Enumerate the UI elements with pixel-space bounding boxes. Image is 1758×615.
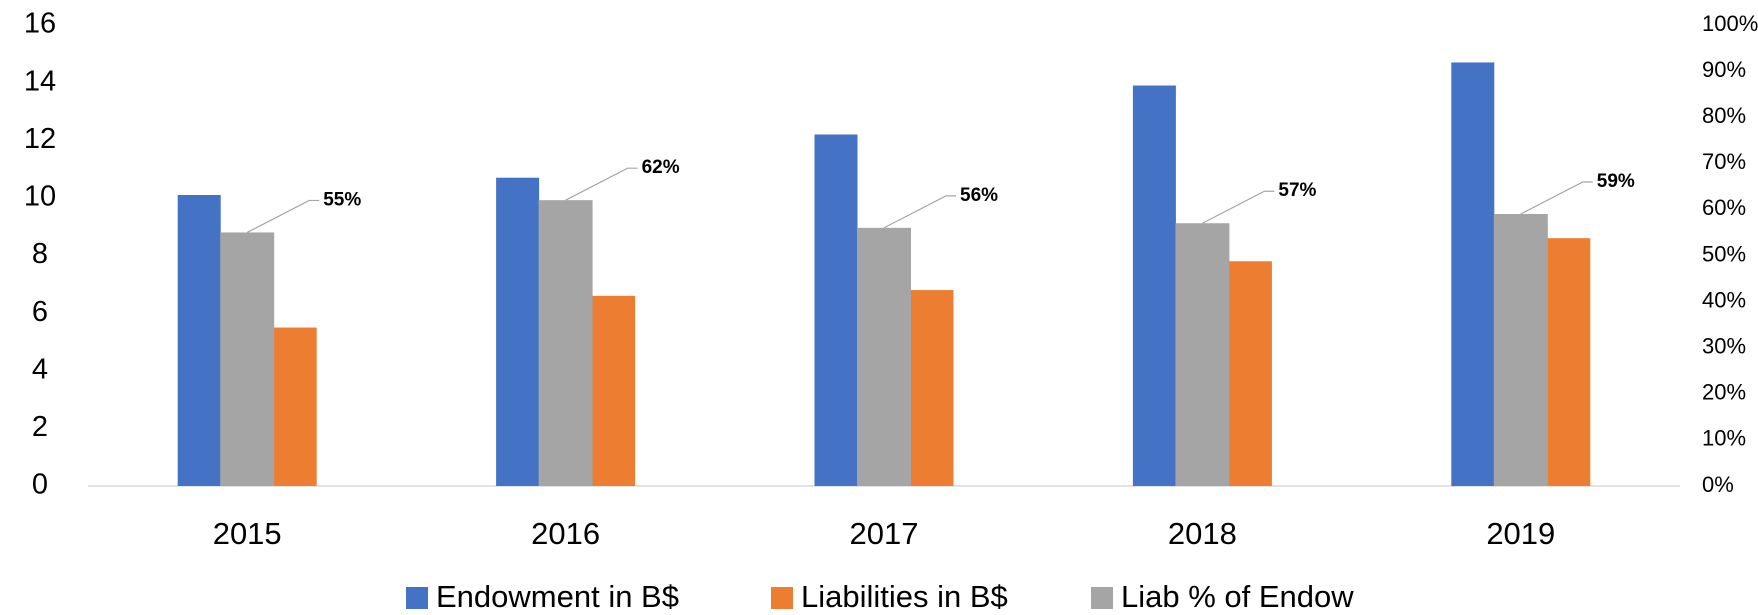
bar (814, 134, 858, 487)
y2-tick-label: 10% (1702, 426, 1746, 451)
leader-line (1202, 190, 1275, 224)
y2-tick-label: 70% (1702, 149, 1746, 174)
leader-line (565, 167, 638, 201)
bar (1132, 85, 1176, 486)
y2-tick-label: 40% (1702, 287, 1746, 312)
data-label: 59% (1597, 171, 1635, 192)
x-tick-label: 2016 (531, 516, 600, 551)
y2-tick-label: 50% (1702, 241, 1746, 266)
bar (1175, 223, 1230, 487)
legend-label: Liabilities in B$ (801, 579, 1008, 614)
legend-label: Liab % of Endow (1121, 579, 1354, 614)
x-tick-label: 2017 (850, 516, 919, 551)
leader-line (883, 195, 956, 229)
y2-tick-label: 20% (1702, 380, 1746, 405)
bar (910, 290, 954, 486)
y2-tick-label: 90% (1702, 57, 1746, 82)
y-tick-label: 2 (32, 411, 48, 443)
y2-tick-label: 60% (1702, 195, 1746, 220)
legend-swatch (406, 587, 428, 609)
bar (496, 177, 540, 487)
y-tick-label: 6 (32, 296, 48, 328)
bar (1547, 238, 1591, 486)
x-tick-label: 2015 (213, 516, 282, 551)
y2-tick-label: 0% (1702, 472, 1734, 497)
y2-tick-label: 80% (1702, 103, 1746, 128)
bar (857, 227, 911, 486)
data-label: 62% (642, 157, 680, 178)
y-tick-label: 12 (24, 123, 56, 155)
data-label: 56% (960, 185, 998, 206)
x-tick-label: 2019 (1486, 516, 1555, 551)
bar (1493, 214, 1548, 486)
legend-label: Endowment in B$ (436, 579, 679, 614)
bar (538, 200, 593, 486)
y-tick-label: 4 (32, 353, 48, 385)
y2-tick-label: 30% (1702, 334, 1746, 359)
leader-line (246, 199, 320, 233)
y-tick-label: 0 (32, 469, 48, 501)
bar (273, 327, 317, 486)
y-tick-label: 8 (32, 238, 48, 270)
bar (592, 295, 636, 486)
bar (1451, 62, 1495, 487)
data-label: 57% (1278, 180, 1316, 201)
bar (177, 194, 221, 486)
legend-swatch (1091, 587, 1113, 609)
data-label: 55% (323, 189, 361, 210)
bar (1228, 261, 1272, 486)
bar (220, 232, 275, 486)
x-tick-label: 2018 (1168, 516, 1237, 551)
y-tick-label: 14 (24, 65, 56, 97)
legend-swatch (771, 587, 793, 609)
leader-line (1520, 181, 1593, 215)
y-tick-label: 16 (24, 8, 56, 40)
y-tick-label: 10 (24, 181, 56, 213)
y2-tick-label: 100% (1702, 11, 1758, 36)
